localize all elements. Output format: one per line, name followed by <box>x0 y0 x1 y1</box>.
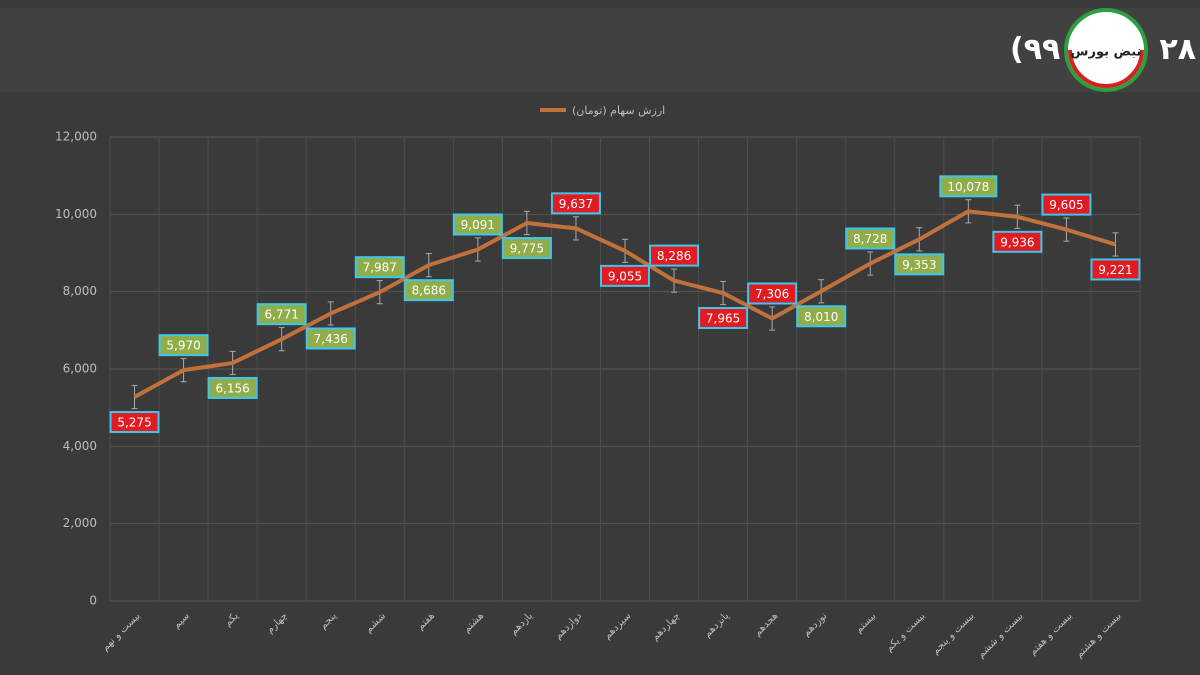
data-label-box <box>698 307 749 330</box>
data-label-box <box>796 305 847 328</box>
y-tick-label: 8,000 <box>63 284 97 298</box>
data-label-box <box>649 244 700 267</box>
data-label-box <box>256 303 307 326</box>
data-label: 9,775 <box>510 242 544 256</box>
line <box>133 209 1117 399</box>
data-label-box <box>939 175 998 198</box>
data-label-box <box>1090 258 1141 281</box>
data-label-box <box>501 237 552 260</box>
data-label: 9,605 <box>1049 198 1083 212</box>
data-label: 8,010 <box>804 310 838 324</box>
y-tick-label: 12,000 <box>55 130 97 144</box>
data-label-box <box>747 282 798 305</box>
y-tick-label: 10,000 <box>55 207 97 221</box>
data-label: 7,987 <box>363 261 397 275</box>
data-label: 5,970 <box>166 339 200 353</box>
data-label-box <box>158 334 209 357</box>
data-label-box <box>109 411 160 434</box>
data-label: 7,965 <box>706 312 740 326</box>
data-label-box <box>354 256 405 279</box>
data-label: 5,275 <box>117 416 151 430</box>
data-label-box <box>845 227 896 250</box>
data-label: 9,353 <box>902 258 936 272</box>
data-label-box <box>403 279 454 302</box>
data-label: 9,091 <box>461 218 495 232</box>
data-label: 9,936 <box>1000 235 1034 249</box>
data-label: 8,686 <box>412 284 446 298</box>
data-label-box <box>600 264 650 287</box>
y-tick-label: 0 <box>89 594 97 608</box>
data-label-box <box>894 253 945 276</box>
data-label-box <box>1041 193 1092 216</box>
data-label: 9,055 <box>608 269 642 283</box>
data-label: 10,078 <box>947 180 989 194</box>
logo-ring <box>1068 49 1144 88</box>
data-label: 8,728 <box>853 232 887 246</box>
y-tick-label: 2,000 <box>63 516 97 530</box>
legend-label: ارزش سهام (تومان) <box>572 104 665 117</box>
data-label-box <box>550 192 601 215</box>
y-tick-label: 4,000 <box>63 439 97 453</box>
data-label: 9,637 <box>559 197 593 211</box>
data-label-box <box>992 230 1043 253</box>
data-label-box <box>305 327 356 350</box>
y-tick-label: 6,000 <box>63 362 97 376</box>
logo <box>1064 8 1148 92</box>
data-label: 6,156 <box>215 381 249 395</box>
data-label: 7,436 <box>314 332 348 346</box>
header-bar <box>0 8 1200 92</box>
data-label: 8,286 <box>657 249 691 263</box>
data-label: 7,306 <box>755 287 789 301</box>
data-label: 9,221 <box>1098 263 1132 277</box>
data-label-box <box>207 376 258 399</box>
data-label-box <box>452 213 503 236</box>
logo-text: نبض بورس <box>1071 45 1142 60</box>
data-label: 6,771 <box>264 308 298 322</box>
